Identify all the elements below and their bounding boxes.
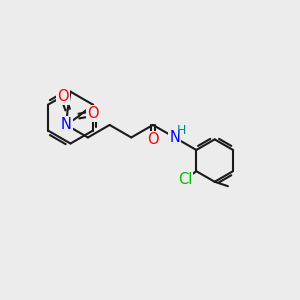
Text: O: O <box>147 132 159 147</box>
Text: N: N <box>61 118 72 133</box>
Text: H: H <box>176 124 186 137</box>
Text: O: O <box>57 89 69 104</box>
Text: N: N <box>169 130 180 145</box>
Text: O: O <box>87 106 99 121</box>
Text: Cl: Cl <box>178 172 192 187</box>
